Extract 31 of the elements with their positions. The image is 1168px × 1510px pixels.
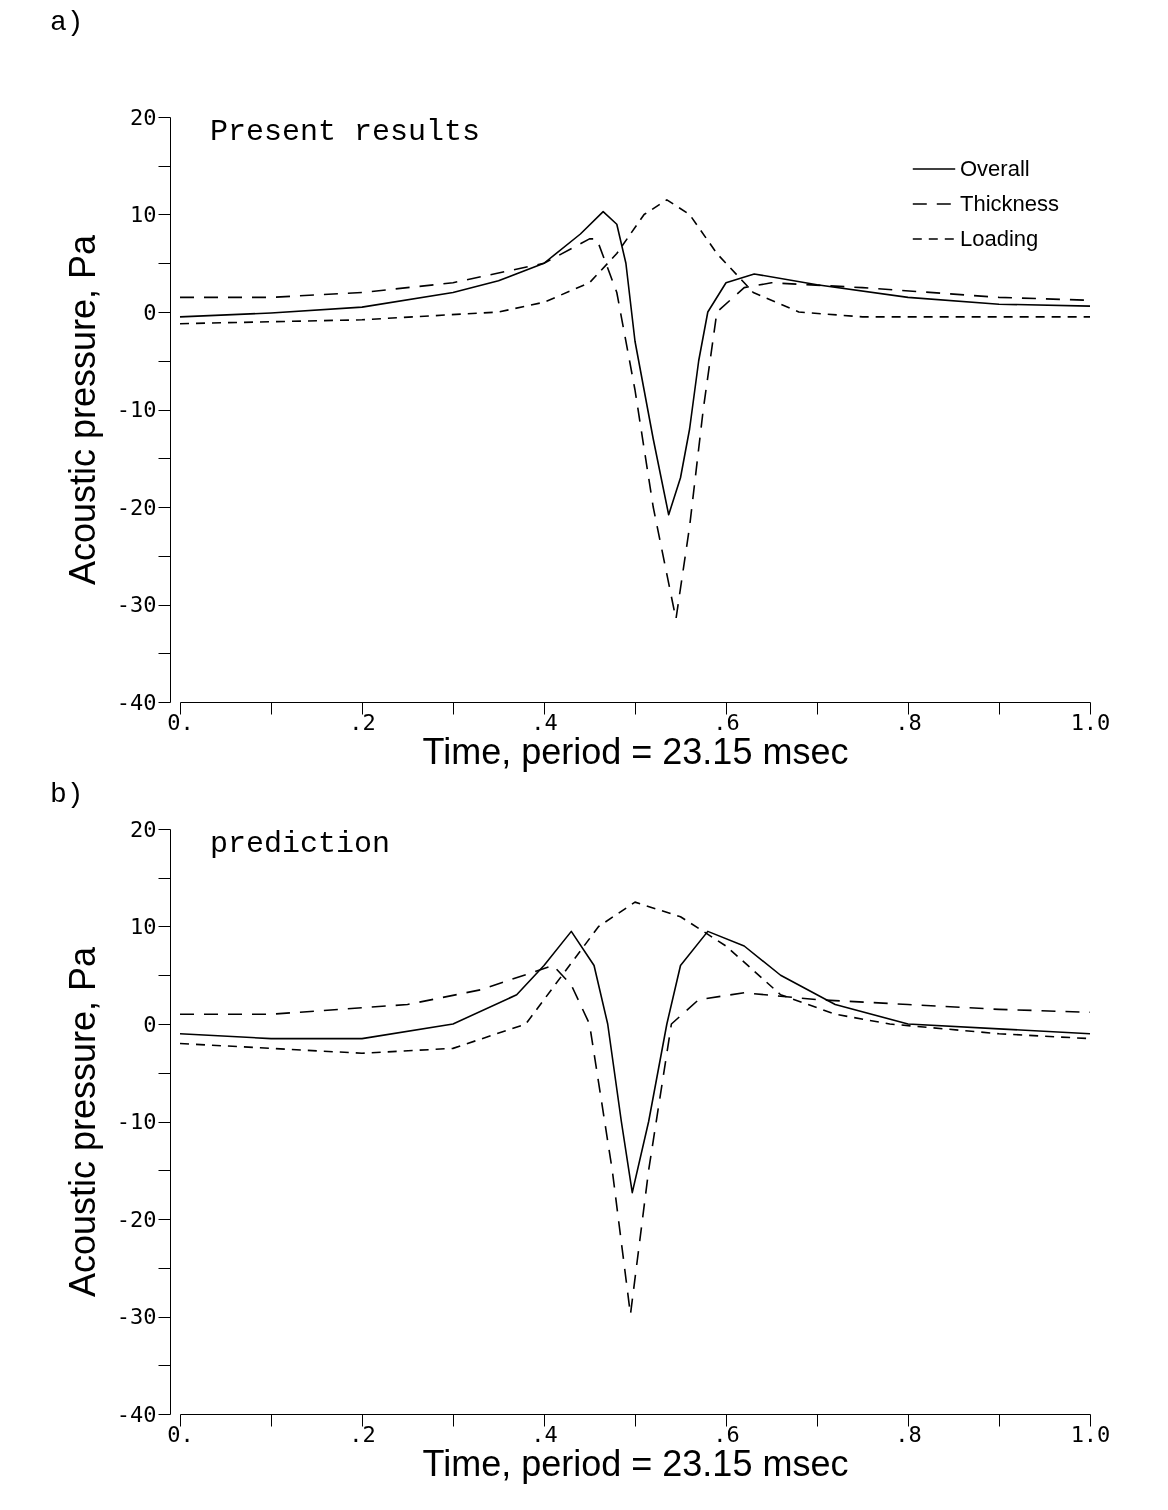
- y-tick-label: 0: [143, 1011, 157, 1037]
- legend-label: Thickness: [960, 191, 1060, 216]
- y-axis-title: Acoustic pressure, Pa: [61, 945, 103, 1298]
- y-tick-label: -30: [116, 592, 157, 617]
- y-tick-label: 0: [143, 299, 157, 325]
- y-tick-label: -40: [116, 1401, 157, 1427]
- text: b): [50, 779, 84, 810]
- chart-title: prediction: [210, 827, 391, 861]
- legend-label: Loading: [960, 226, 1039, 251]
- y-tick-label: -10: [116, 1109, 157, 1134]
- x-tick-label: .2: [349, 709, 376, 735]
- y-axis-title: Acoustic pressure, Pa: [61, 233, 103, 586]
- y-tick-label: 10: [130, 914, 157, 939]
- y-tick-label: -30: [116, 1304, 157, 1329]
- x-tick-label: .8: [895, 1421, 922, 1447]
- y-tick-label: 20: [130, 104, 157, 130]
- x-tick-label: 1.0: [1070, 1421, 1111, 1447]
- x-tick-label: 1.0: [1070, 709, 1111, 735]
- y-tick-label: 20: [130, 816, 157, 842]
- text: a): [50, 7, 84, 38]
- chart-title: Present results: [210, 115, 481, 149]
- y-tick-label: -40: [116, 689, 157, 715]
- y-tick-label: -20: [116, 494, 157, 520]
- x-tick-label: 0.: [167, 1421, 194, 1447]
- x-tick-label: 0.: [167, 709, 194, 735]
- x-tick-label: .2: [349, 1421, 376, 1447]
- y-tick-label: 10: [130, 202, 157, 227]
- x-tick-label: .8: [895, 709, 922, 735]
- legend-label: Overall: [960, 156, 1030, 181]
- y-tick-label: -10: [116, 397, 157, 422]
- y-tick-label: -20: [116, 1206, 157, 1232]
